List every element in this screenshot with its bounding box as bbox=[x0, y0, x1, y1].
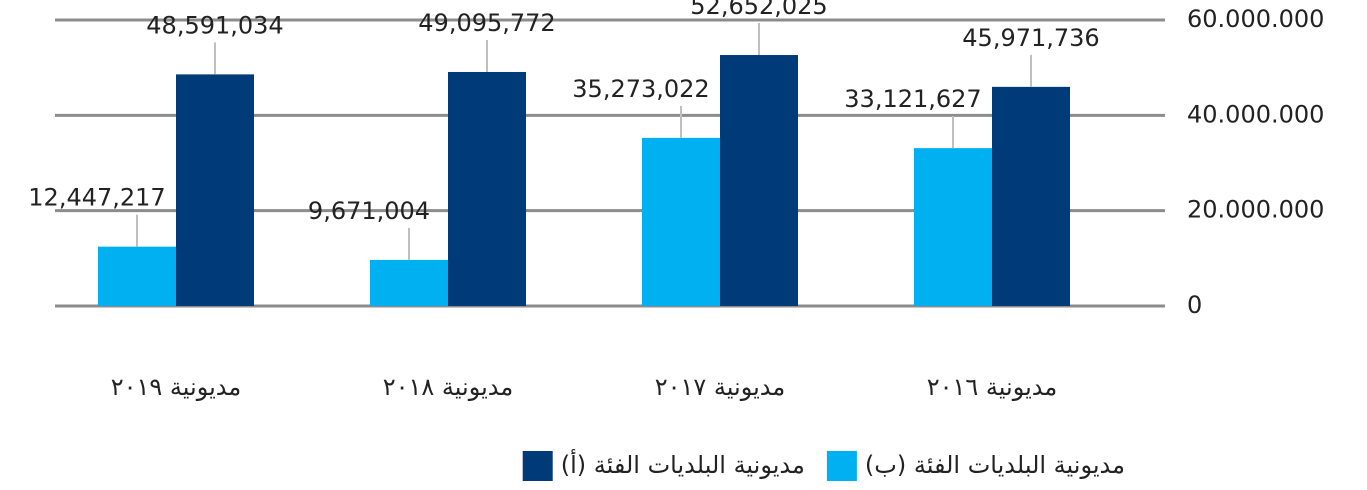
y-tick-label: 0 bbox=[1187, 291, 1202, 319]
bar bbox=[176, 74, 254, 306]
bar bbox=[98, 246, 176, 306]
bar bbox=[720, 55, 798, 307]
x-tick-label: مديونية ٢٠١٦ bbox=[927, 373, 1058, 401]
value-label: 33,121,627 bbox=[844, 85, 981, 113]
bar bbox=[370, 259, 448, 306]
value-label: 45,971,736 bbox=[962, 24, 1099, 52]
value-label: 49,095,772 bbox=[418, 9, 555, 37]
value-label: 48,591,034 bbox=[146, 11, 283, 39]
legend-swatch bbox=[522, 451, 553, 481]
legend-swatch bbox=[826, 451, 857, 481]
y-tick-label: 40.000.000 bbox=[1187, 100, 1324, 128]
bar bbox=[448, 71, 526, 306]
bar bbox=[642, 137, 720, 306]
x-tick-label: مديونية ٢٠١٨ bbox=[383, 373, 514, 401]
x-tick-label: مديونية ٢٠١٧ bbox=[655, 373, 786, 401]
value-label: 35,273,022 bbox=[572, 75, 709, 103]
bar bbox=[914, 148, 992, 306]
value-label: 12,447,217 bbox=[28, 184, 165, 212]
y-tick-label: 60.000.000 bbox=[1187, 5, 1324, 33]
legend-label: مديونية البلديات الفئة (ب) bbox=[865, 451, 1125, 479]
bar bbox=[992, 86, 1070, 306]
value-label: 52,652,025 bbox=[690, 0, 827, 20]
y-tick-label: 20.000.000 bbox=[1187, 196, 1324, 224]
legend-label: مديونية البلديات الفئة (أ) bbox=[561, 449, 805, 479]
value-label: 9,671,004 bbox=[308, 197, 430, 225]
x-tick-label: مديونية ٢٠١٩ bbox=[111, 373, 242, 401]
